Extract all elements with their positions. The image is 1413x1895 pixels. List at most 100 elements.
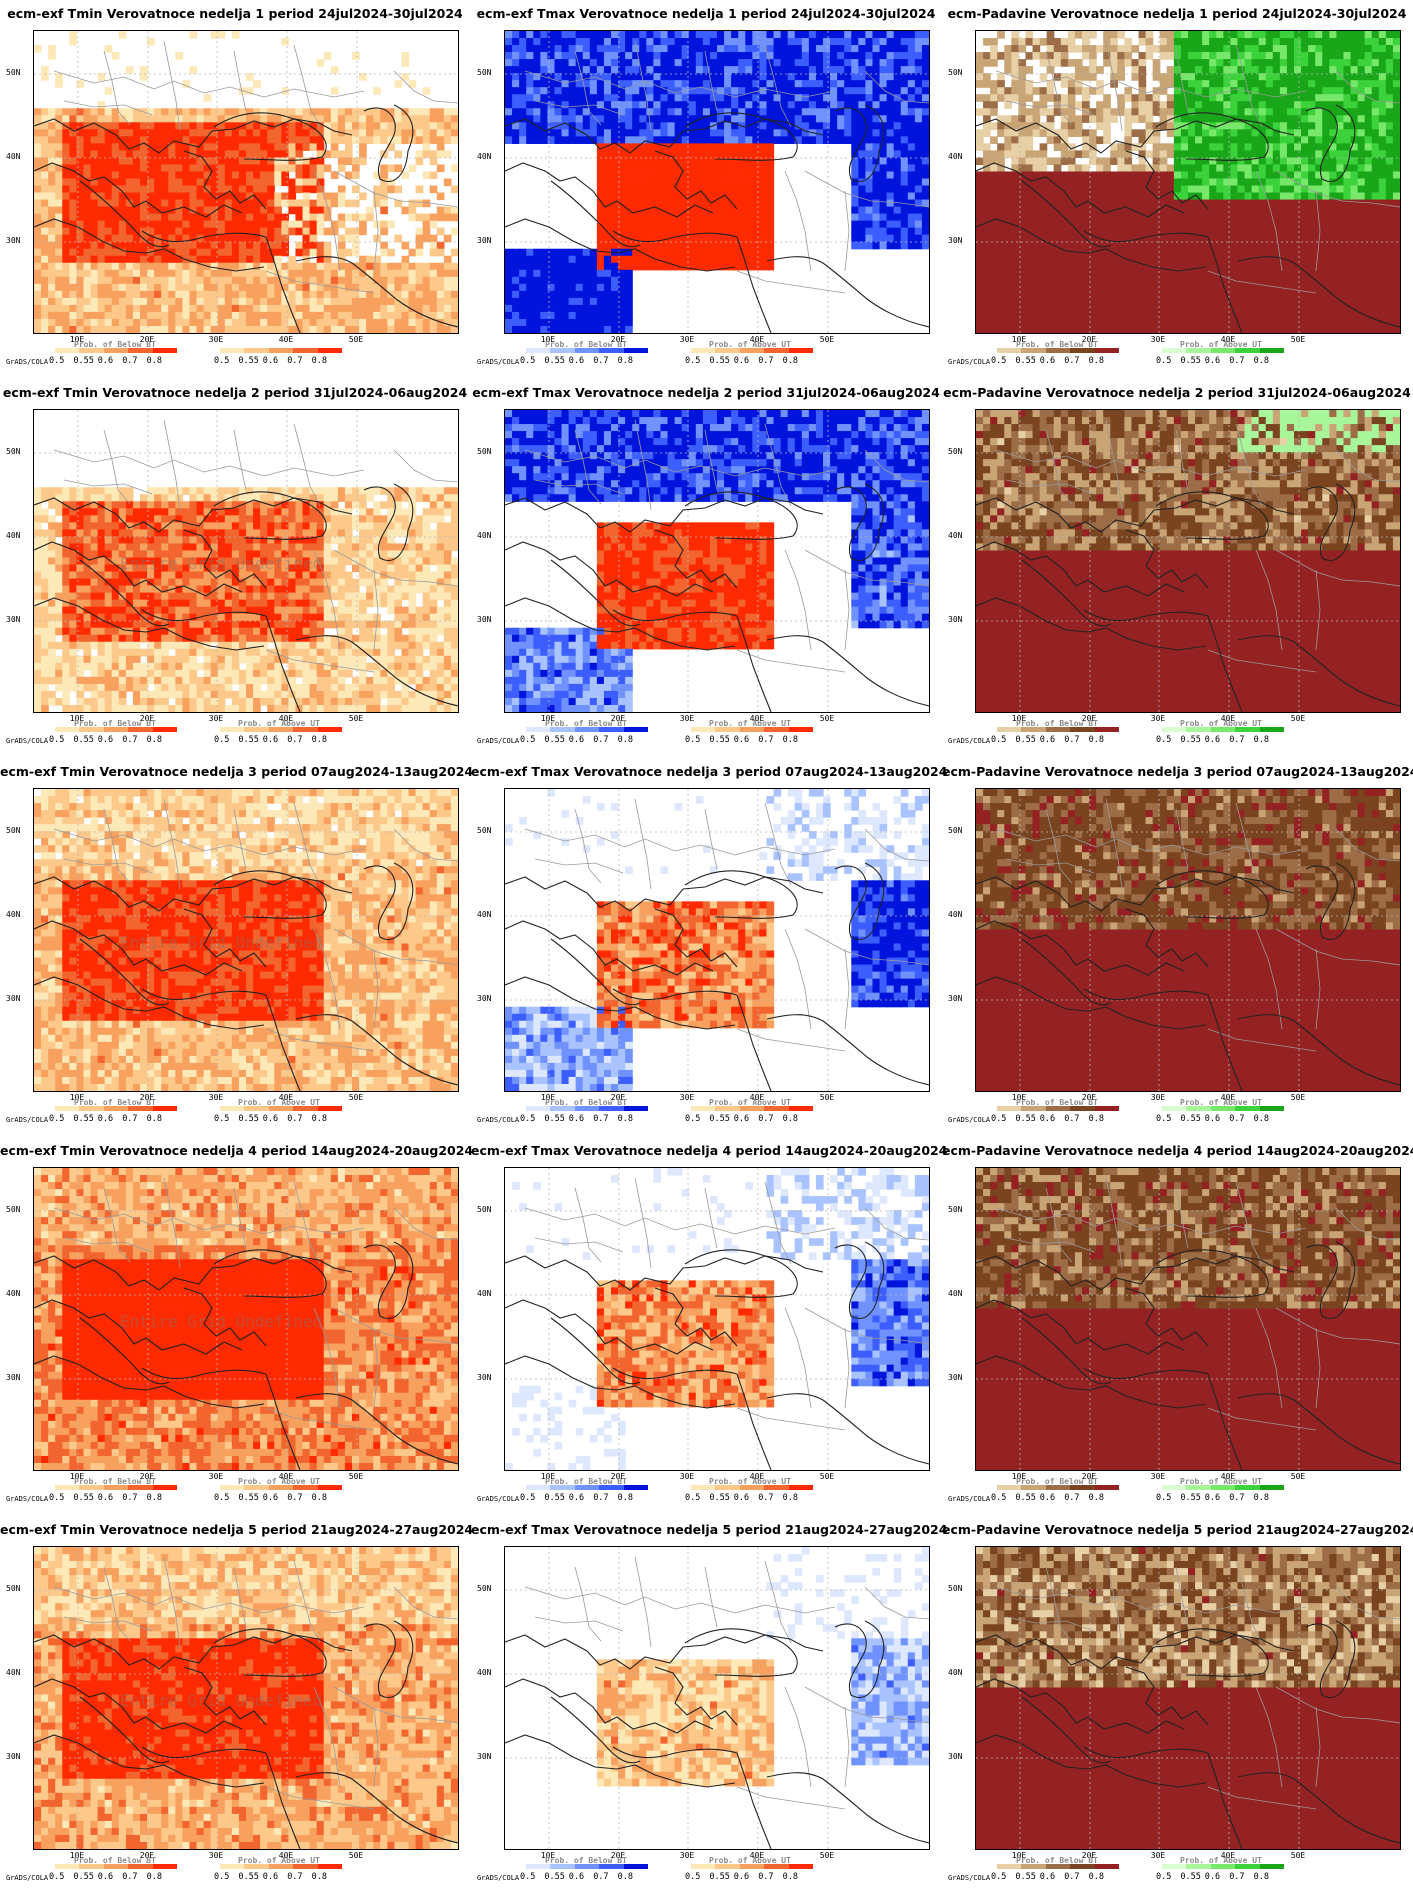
grid-cell xyxy=(851,227,859,236)
grid-cell xyxy=(196,178,205,187)
grid-cell xyxy=(1308,31,1316,39)
grid-cell xyxy=(330,297,339,306)
grid-cell xyxy=(295,129,304,137)
grid-cell xyxy=(210,297,219,306)
grid-cell xyxy=(1096,164,1104,173)
grid-cell xyxy=(547,318,556,327)
grid-cell xyxy=(808,80,817,88)
grid-cell xyxy=(168,129,176,137)
grid-cell xyxy=(688,220,697,229)
grid-cell xyxy=(695,248,704,257)
grid-cell xyxy=(533,262,541,271)
grid-cell xyxy=(253,311,261,320)
grid-cell xyxy=(879,136,888,144)
grid-cell xyxy=(373,136,381,144)
grid-cell xyxy=(596,52,605,60)
grid-cell xyxy=(323,290,332,299)
grid-cell xyxy=(540,297,548,306)
grid-cell xyxy=(231,122,240,130)
grid-cell xyxy=(554,45,563,53)
grid-cell xyxy=(238,129,247,137)
grid-cell xyxy=(660,185,669,194)
grid-cell xyxy=(625,108,633,116)
grid-cell xyxy=(990,171,998,180)
grid-cell xyxy=(660,213,669,222)
grid-cell xyxy=(1244,101,1253,109)
grid-cell xyxy=(373,199,381,208)
grid-cell xyxy=(660,241,669,250)
grid-cell xyxy=(907,164,916,173)
grid-cell xyxy=(681,150,690,159)
grid-cell xyxy=(872,136,881,144)
grid-cell xyxy=(168,178,176,187)
grid-cell xyxy=(182,276,191,285)
grid-cell xyxy=(1060,178,1069,187)
grid-cell xyxy=(238,115,247,123)
grid-cell xyxy=(1371,157,1380,166)
grid-cell xyxy=(1195,73,1203,81)
grid-cell xyxy=(646,52,654,60)
grid-cell xyxy=(660,31,669,39)
grid-cell xyxy=(990,150,998,159)
grid-cell xyxy=(533,290,541,299)
grid-cell xyxy=(309,227,318,236)
grid-cell xyxy=(203,241,212,250)
grid-cell xyxy=(533,45,541,53)
grid-cell xyxy=(766,66,775,74)
grid-cell xyxy=(1159,38,1168,46)
grid-cell xyxy=(330,318,339,327)
grid-cell xyxy=(1117,73,1125,81)
grid-cell xyxy=(1018,199,1027,208)
grid-cell xyxy=(893,129,902,137)
grid-cell xyxy=(674,73,683,81)
grid-cell xyxy=(253,115,261,123)
grid-cell xyxy=(1329,94,1337,102)
grid-cell xyxy=(1124,129,1133,137)
grid-cell xyxy=(900,115,909,123)
grid-cell xyxy=(394,164,403,173)
grid-cell xyxy=(182,136,191,144)
grid-cell xyxy=(295,150,304,159)
grid-cell xyxy=(1152,143,1161,151)
grid-cell xyxy=(983,80,991,88)
grid-cell xyxy=(1110,171,1118,180)
grid-cell xyxy=(231,157,240,166)
grid-cell xyxy=(83,206,92,215)
grid-cell xyxy=(540,248,548,257)
grid-cell xyxy=(554,290,563,299)
grid-cell xyxy=(140,129,148,137)
grid-cell xyxy=(281,108,289,116)
grid-cell xyxy=(997,52,1005,60)
grid-cell xyxy=(154,318,162,327)
grid-cell xyxy=(921,80,929,88)
grid-cell xyxy=(1195,143,1203,151)
grid-cell xyxy=(1272,143,1281,151)
grid-cell xyxy=(660,234,669,243)
grid-cell xyxy=(337,297,346,306)
grid-cell xyxy=(34,199,42,208)
grid-cell xyxy=(596,262,605,271)
grid-cell xyxy=(1357,143,1366,151)
grid-cell xyxy=(253,318,261,327)
grid-cell xyxy=(688,122,697,130)
grid-cell xyxy=(1286,87,1295,95)
grid-cell xyxy=(618,66,626,74)
grid-cell xyxy=(688,101,697,109)
grid-cell xyxy=(316,178,325,187)
grid-cell xyxy=(879,227,888,236)
grid-cell xyxy=(302,178,311,187)
grid-cell xyxy=(717,220,725,229)
grid-cell xyxy=(1265,66,1274,74)
grid-cell xyxy=(69,171,77,180)
grid-cell xyxy=(1237,178,1246,187)
grid-cell xyxy=(246,73,254,81)
grid-cell xyxy=(575,87,584,95)
grid-cell xyxy=(422,227,431,236)
grid-cell xyxy=(554,304,563,313)
grid-cell xyxy=(76,234,85,243)
grid-cell xyxy=(879,199,888,208)
grid-cell xyxy=(1322,101,1330,109)
grid-cell xyxy=(886,241,895,250)
grid-cell xyxy=(865,73,874,81)
grid-cell xyxy=(738,136,746,144)
